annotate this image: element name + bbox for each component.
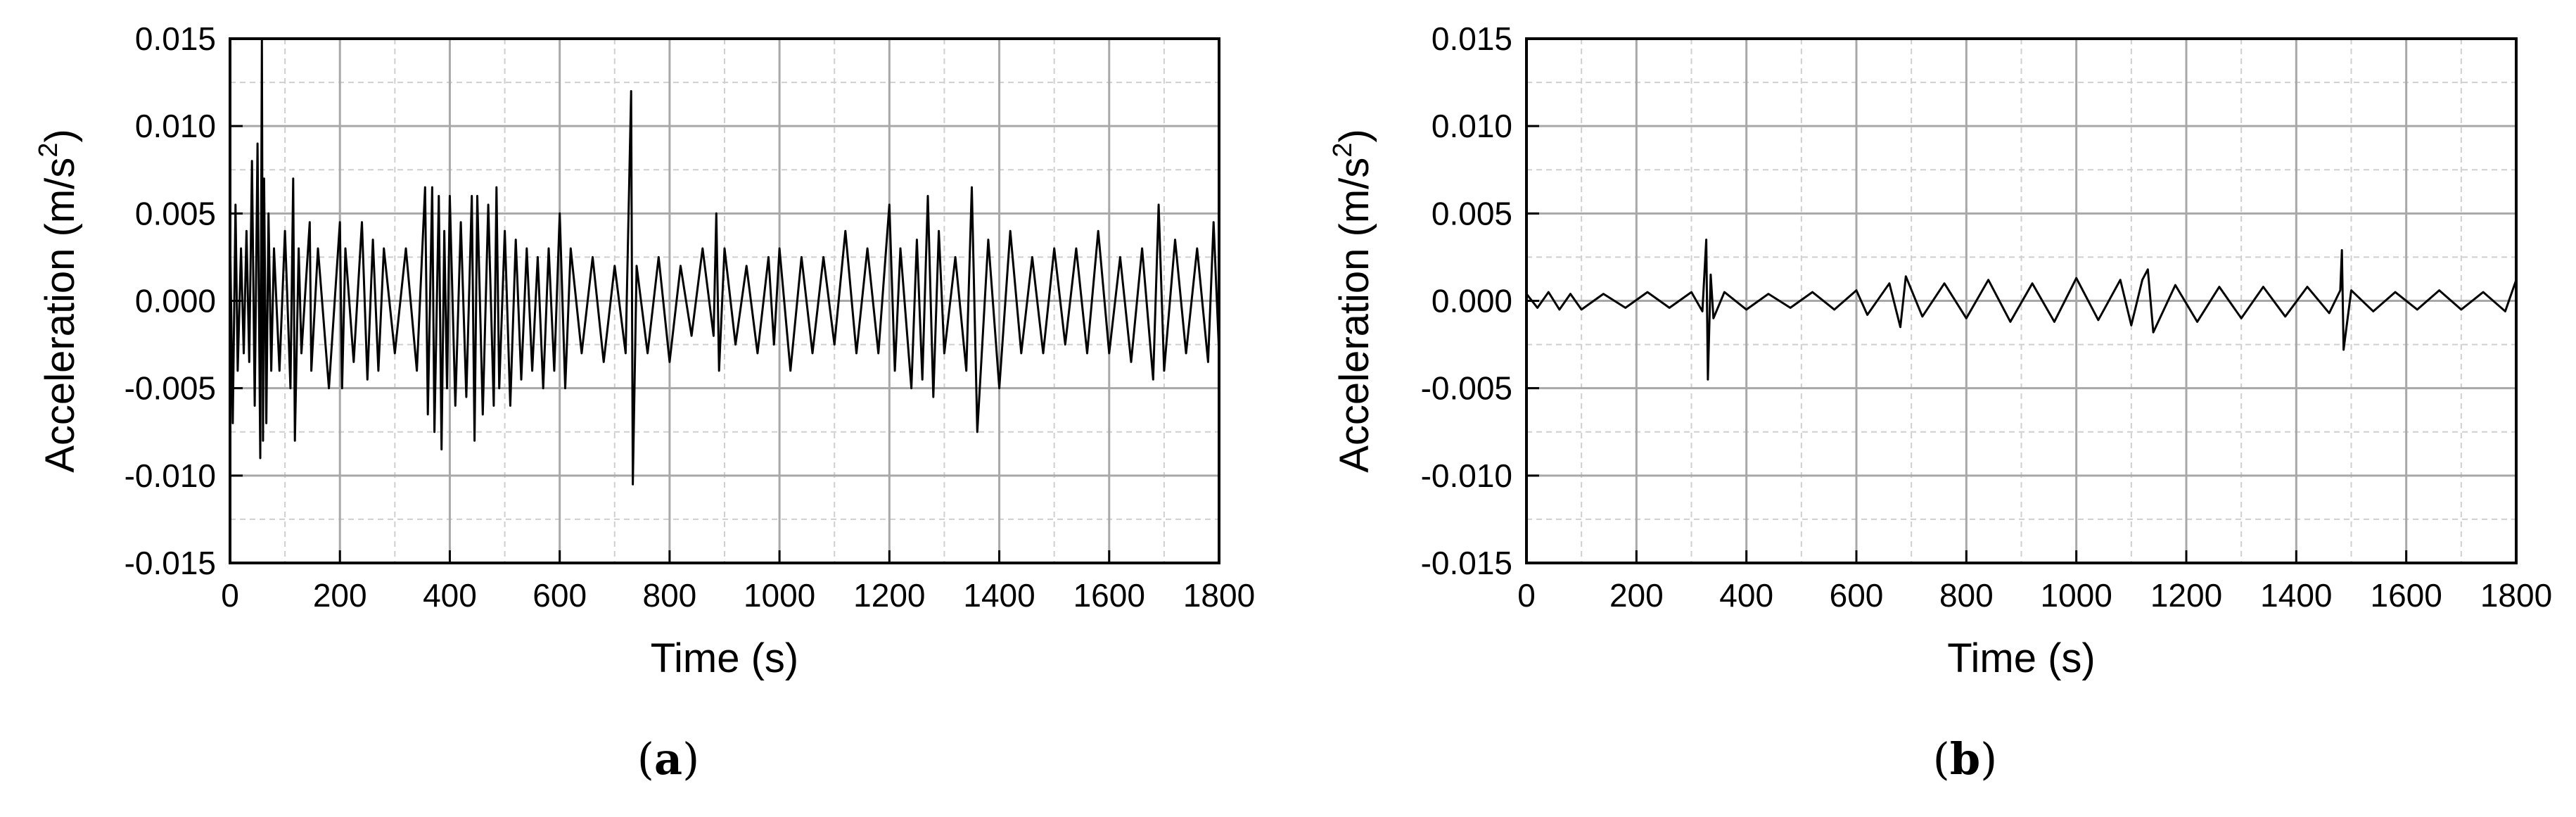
x-tick-label: 1400 [963, 577, 1035, 614]
y-axis-title-main: Acceleration (m/s [1332, 158, 1377, 473]
x-tick-label: 1600 [2370, 577, 2442, 614]
x-tick-labels: 0 200 400 600 800 1000 1200 1400 1600 1800 [221, 577, 1255, 614]
y-tick-label: 0.010 [1432, 108, 1512, 144]
panel-label-open: ( [1933, 733, 1950, 785]
y-tick-label: 0.005 [1432, 195, 1512, 232]
data-area [1526, 239, 2516, 381]
y-tick-label: -0.010 [1421, 457, 1512, 494]
y-tick-label: 0.015 [1432, 20, 1512, 57]
panel-label-close: ) [682, 733, 699, 785]
series-line [230, 39, 1219, 486]
panel-label-close: ) [1980, 733, 1997, 785]
x-tick-label: 400 [423, 577, 477, 614]
x-tick-label: 0 [221, 577, 239, 614]
tick-marks [229, 37, 1220, 564]
x-tick-label: 1000 [2040, 577, 2112, 614]
x-tick-label: 600 [533, 577, 587, 614]
y-tick-label: -0.015 [125, 545, 216, 581]
x-tick-label: 1000 [744, 577, 815, 614]
y-tick-label: 0.000 [1432, 283, 1512, 319]
x-axis-title: Time (s) [1947, 635, 2095, 681]
x-tick-label: 1800 [1183, 577, 1255, 614]
y-tick-label: 0.000 [135, 283, 216, 319]
panel-label-letter: b [1950, 733, 1980, 785]
x-tick-label: 1800 [2480, 577, 2552, 614]
y-axis-title-sup: 2 [34, 143, 63, 158]
y-tick-labels: -0.015 -0.010 -0.005 0.000 0.005 0.010 0.015 [1421, 20, 1512, 581]
x-tick-label: 800 [643, 577, 697, 614]
x-axis-title: Time (s) [651, 635, 798, 681]
panel-label-open: ( [637, 733, 654, 785]
tick-marks [1525, 37, 2518, 564]
x-tick-label: 1600 [1073, 577, 1145, 614]
x-tick-labels: 0 200 400 600 800 1000 1200 1400 1600 1800 [1517, 577, 2552, 614]
series-line [1526, 239, 2516, 381]
panel-label-a: (a) [637, 733, 700, 785]
panel-label-b: (b) [1933, 733, 1998, 785]
chart-panel-a: 0 200 400 600 800 1000 1200 1400 1600 1800 -0.015… [34, 20, 1255, 785]
x-tick-label: 1200 [2150, 577, 2222, 614]
y-tick-label: -0.015 [1421, 545, 1512, 581]
x-tick-label: 200 [313, 577, 367, 614]
y-axis-title-close: ) [37, 129, 83, 142]
y-tick-label: -0.005 [1421, 370, 1512, 407]
x-tick-label: 800 [1939, 577, 1994, 614]
y-axis-title: Acceleration (m/s2) [1328, 129, 1377, 473]
y-axis-title-close: ) [1332, 129, 1377, 142]
y-tick-label: -0.005 [125, 370, 216, 407]
y-axis-title-sup: 2 [1328, 143, 1358, 158]
chart-panel-b: 0 200 400 600 800 1000 1200 1400 1600 1800 -0.015… [1328, 20, 2552, 785]
y-tick-label: -0.010 [125, 457, 216, 494]
x-tick-label: 1200 [853, 577, 925, 614]
panel-label-letter: a [654, 733, 682, 785]
y-tick-label: 0.015 [135, 20, 216, 57]
x-tick-label: 1400 [2260, 577, 2332, 614]
x-tick-label: 200 [1609, 577, 1664, 614]
y-axis-title: Acceleration (m/s2) [34, 129, 83, 473]
x-tick-label: 600 [1830, 577, 1884, 614]
y-axis-title-main: Acceleration (m/s [37, 158, 83, 473]
x-tick-label: 400 [1719, 577, 1773, 614]
data-area [230, 39, 1219, 486]
y-tick-labels: -0.015 -0.010 -0.005 0.000 0.005 0.010 0.015 [125, 20, 216, 581]
y-tick-label: 0.010 [135, 108, 216, 144]
y-tick-label: 0.005 [135, 195, 216, 232]
x-tick-label: 0 [1517, 577, 1536, 614]
